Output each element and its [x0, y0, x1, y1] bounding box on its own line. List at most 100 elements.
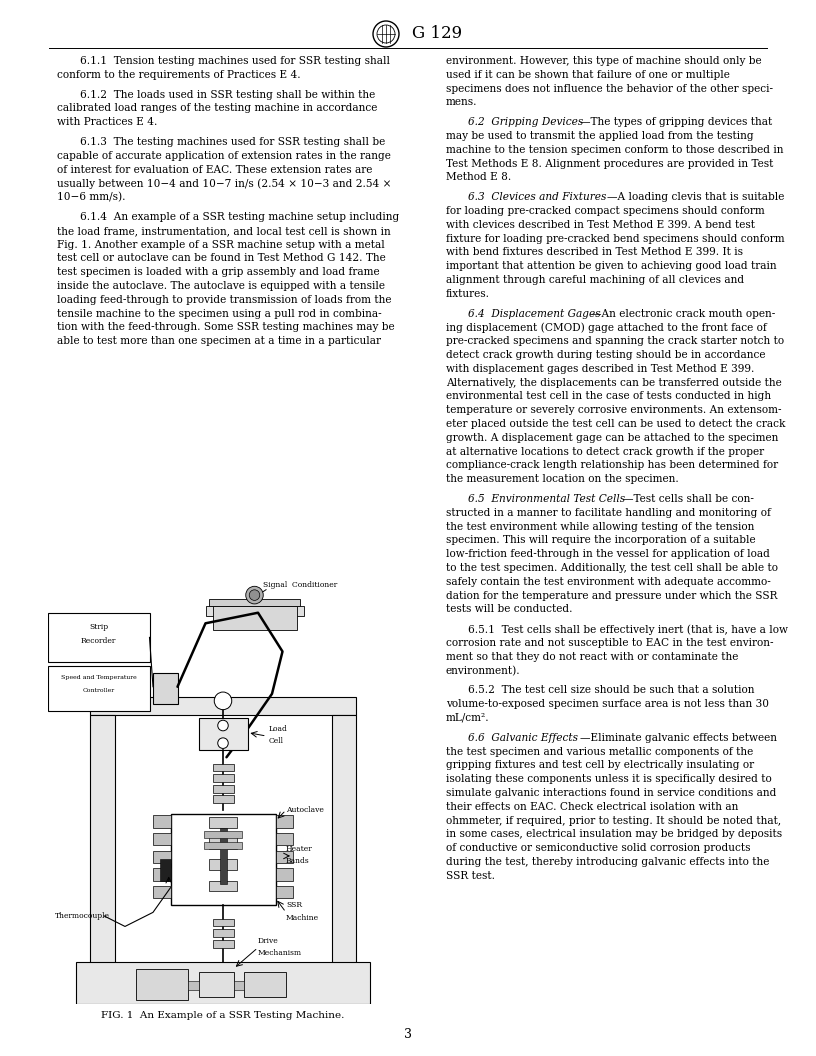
Text: Heater: Heater	[286, 845, 313, 853]
Text: Mechanism: Mechanism	[258, 949, 302, 957]
Text: 6.6  Galvanic Effects: 6.6 Galvanic Effects	[468, 733, 578, 742]
Bar	[209, 881, 237, 891]
Bar	[276, 886, 293, 899]
Text: environment).: environment).	[446, 665, 521, 676]
Circle shape	[218, 738, 228, 749]
Text: Autoclave: Autoclave	[286, 806, 324, 814]
Text: test cell or autoclave can be found in Test Method G 142. The: test cell or autoclave can be found in T…	[57, 253, 386, 263]
Text: 6.3  Clevices and Fixtures: 6.3 Clevices and Fixtures	[468, 192, 606, 202]
Text: Speed and Temperature: Speed and Temperature	[61, 676, 136, 680]
Text: with Practices E 4.: with Practices E 4.	[57, 117, 157, 127]
Text: for loading pre-cracked compact specimens should conform: for loading pre-cracked compact specimen…	[446, 206, 765, 216]
Text: FIG. 1  An Example of a SSR Testing Machine.: FIG. 1 An Example of a SSR Testing Machi…	[101, 1011, 344, 1020]
Bar	[212, 940, 233, 947]
Bar	[212, 774, 233, 781]
Bar	[276, 815, 293, 828]
Text: calibrated load ranges of the testing machine in accordance: calibrated load ranges of the testing ma…	[57, 103, 378, 113]
Bar	[220, 828, 227, 884]
Text: the load frame, instrumentation, and local test cell is shown in: the load frame, instrumentation, and loc…	[57, 226, 391, 235]
Bar	[209, 817, 237, 828]
Bar	[90, 715, 114, 968]
Text: usually between 10−4 and 10−7 in/s (2.54 × 10−3 and 2.54 ×: usually between 10−4 and 10−7 in/s (2.54…	[57, 178, 392, 189]
Bar	[276, 868, 293, 881]
Text: alignment through careful machining of all clevices and: alignment through careful machining of a…	[446, 275, 744, 285]
Circle shape	[215, 692, 232, 710]
Text: isolating these components unless it is specifically desired to: isolating these components unless it is …	[446, 774, 772, 785]
Text: dation for the temperature and pressure under which the SSR: dation for the temperature and pressure …	[446, 590, 778, 601]
Text: important that attention be given to achieving good load train: important that attention be given to ach…	[446, 261, 777, 271]
Bar	[153, 673, 178, 704]
Text: mL/cm².: mL/cm².	[446, 713, 490, 723]
Text: the measurement location on the specimen.: the measurement location on the specimen…	[446, 474, 679, 485]
Text: 6.1.1  Tension testing machines used for SSR testing shall: 6.1.1 Tension testing machines used for …	[79, 56, 389, 65]
Text: ing displacement (CMOD) gage attached to the front face of: ing displacement (CMOD) gage attached to…	[446, 322, 767, 333]
Text: —Eliminate galvanic effects between: —Eliminate galvanic effects between	[580, 733, 778, 742]
Circle shape	[246, 586, 264, 604]
Text: at alternative locations to detect crack growth if the proper: at alternative locations to detect crack…	[446, 447, 764, 456]
Text: 6.1.2  The loads used in SSR testing shall be within the: 6.1.2 The loads used in SSR testing shal…	[79, 90, 375, 99]
Bar	[212, 785, 233, 792]
Text: 6.5.2  The test cell size should be such that a solution: 6.5.2 The test cell size should be such …	[468, 685, 755, 696]
Text: Method E 8.: Method E 8.	[446, 172, 512, 183]
Bar	[233, 981, 244, 989]
Text: simulate galvanic interactions found in service conditions and: simulate galvanic interactions found in …	[446, 788, 776, 798]
Bar	[212, 763, 233, 771]
Bar	[135, 968, 188, 1000]
Text: volume-to-exposed specimen surface area is not less than 30: volume-to-exposed specimen surface area …	[446, 699, 769, 710]
Bar	[153, 868, 171, 881]
Text: low-friction feed-through in the vessel for application of load: low-friction feed-through in the vessel …	[446, 549, 769, 560]
Bar	[276, 833, 293, 846]
Text: 6.1.3  The testing machines used for SSR testing shall be: 6.1.3 The testing machines used for SSR …	[79, 137, 385, 147]
Text: growth. A displacement gage can be attached to the specimen: growth. A displacement gage can be attac…	[446, 433, 778, 442]
Text: safely contain the test environment with adequate accommo-: safely contain the test environment with…	[446, 577, 771, 587]
Text: compliance-crack length relationship has been determined for: compliance-crack length relationship has…	[446, 460, 778, 470]
Text: in some cases, electrical insulation may be bridged by deposits: in some cases, electrical insulation may…	[446, 829, 782, 840]
Bar	[188, 981, 198, 989]
Text: temperature or severely corrosive environments. An extensom-: temperature or severely corrosive enviro…	[446, 406, 782, 415]
Text: the test environment while allowing testing of the tension: the test environment while allowing test…	[446, 522, 754, 531]
Text: —An electronic crack mouth open-: —An electronic crack mouth open-	[591, 308, 775, 319]
Bar	[331, 715, 356, 968]
Bar	[204, 831, 242, 838]
Text: —Test cells shall be con-: —Test cells shall be con-	[623, 494, 754, 504]
Bar	[244, 973, 286, 997]
Text: Drive: Drive	[258, 937, 279, 944]
Bar	[276, 851, 293, 863]
Bar	[76, 962, 370, 1004]
Text: 6.5  Environmental Test Cells: 6.5 Environmental Test Cells	[468, 494, 625, 504]
Text: —A loading clevis that is suitable: —A loading clevis that is suitable	[607, 192, 784, 202]
Text: with displacement gages described in Test Method E 399.: with displacement gages described in Tes…	[446, 364, 754, 374]
Text: during the test, thereby introducing galvanic effects into the: during the test, thereby introducing gal…	[446, 857, 769, 867]
Circle shape	[249, 590, 259, 601]
Text: 10−6 mm/s).: 10−6 mm/s).	[57, 192, 126, 203]
Text: specimen. This will require the incorporation of a suitable: specimen. This will require the incorpor…	[446, 535, 756, 545]
Text: 6.5.1  Test cells shall be effectively inert (that is, have a low: 6.5.1 Test cells shall be effectively in…	[468, 624, 788, 635]
Text: used if it can be shown that failure of one or multiple: used if it can be shown that failure of …	[446, 70, 730, 80]
Text: SSR: SSR	[286, 902, 302, 909]
Text: Test Methods E 8. Alignment procedures are provided in Test: Test Methods E 8. Alignment procedures a…	[446, 158, 774, 169]
Text: environment. However, this type of machine should only be: environment. However, this type of machi…	[446, 56, 761, 65]
Text: Bands: Bands	[286, 857, 310, 865]
Text: the test specimen and various metallic components of the: the test specimen and various metallic c…	[446, 747, 753, 756]
Text: mens.: mens.	[446, 97, 477, 108]
Text: their effects on EAC. Check electrical isolation with an: their effects on EAC. Check electrical i…	[446, 802, 738, 812]
Text: pre-cracked specimens and spanning the crack starter notch to: pre-cracked specimens and spanning the c…	[446, 336, 784, 346]
Text: detect crack growth during testing should be in accordance: detect crack growth during testing shoul…	[446, 350, 765, 360]
Text: inside the autoclave. The autoclave is equipped with a tensile: inside the autoclave. The autoclave is e…	[57, 281, 385, 291]
Text: loading feed-through to provide transmission of loads from the: loading feed-through to provide transmis…	[57, 295, 392, 305]
Bar	[48, 612, 149, 662]
Text: eter placed outside the test cell can be used to detect the crack: eter placed outside the test cell can be…	[446, 419, 786, 429]
Text: of interest for evaluation of EAC. These extension rates are: of interest for evaluation of EAC. These…	[57, 165, 373, 174]
Text: specimens does not influence the behavior of the other speci-: specimens does not influence the behavio…	[446, 83, 773, 94]
Bar	[90, 697, 356, 715]
Bar	[153, 886, 171, 899]
Bar	[153, 833, 171, 846]
Text: 3: 3	[404, 1027, 412, 1040]
Text: 6.4  Displacement Gages: 6.4 Displacement Gages	[468, 308, 601, 319]
Bar	[209, 836, 237, 849]
Bar	[212, 919, 233, 926]
Text: Controller: Controller	[82, 687, 115, 693]
Text: test specimen is loaded with a grip assembly and load frame: test specimen is loaded with a grip asse…	[57, 267, 380, 278]
Text: Thermocouple: Thermocouple	[55, 912, 110, 920]
Text: may be used to transmit the applied load from the testing: may be used to transmit the applied load…	[446, 131, 754, 142]
